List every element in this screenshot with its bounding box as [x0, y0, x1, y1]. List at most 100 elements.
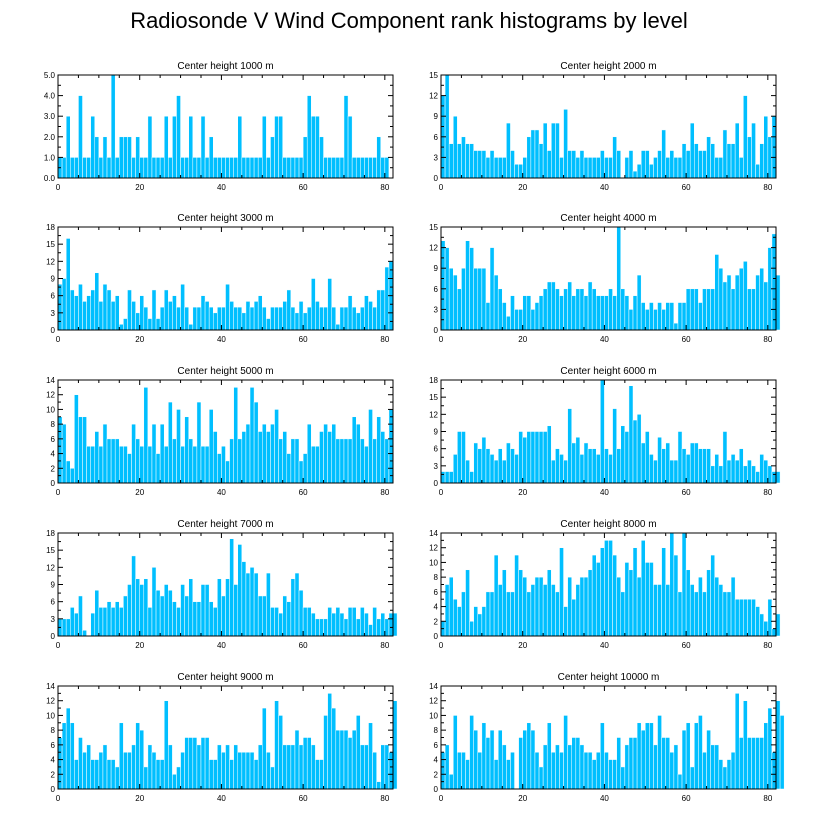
histogram-bar — [698, 448, 703, 484]
x-tick-label: 80 — [763, 335, 772, 344]
histogram-bar — [469, 143, 474, 179]
histogram-bar — [448, 267, 454, 331]
histogram-bar — [493, 274, 499, 331]
histogram-bar — [237, 115, 243, 179]
histogram-bar — [82, 630, 87, 637]
histogram-bar — [604, 295, 609, 331]
histogram-bar — [262, 115, 267, 179]
histogram-bar — [347, 737, 353, 790]
histogram-bar — [775, 700, 781, 790]
histogram-bar — [600, 547, 605, 637]
histogram-bar — [714, 254, 720, 331]
histogram-bar — [722, 281, 728, 331]
histogram-bar — [726, 143, 732, 179]
histogram-bar — [127, 751, 132, 790]
histogram-bar — [335, 157, 341, 179]
histogram-bar — [481, 267, 487, 331]
histogram-bar — [176, 766, 181, 790]
histogram-bar — [575, 737, 581, 790]
histogram-bar — [331, 423, 337, 484]
histogram-bar — [608, 157, 613, 179]
histogram-bar — [485, 591, 491, 637]
y-tick-label: 9 — [434, 428, 439, 437]
histogram-bar — [738, 267, 744, 331]
histogram-bar — [212, 312, 218, 331]
y-tick-label: 0.0 — [44, 174, 56, 183]
histogram-bar — [542, 122, 548, 179]
histogram-bar — [286, 601, 292, 637]
histogram-bar — [278, 306, 283, 331]
histogram-bar — [311, 445, 316, 484]
histogram-bar — [278, 438, 283, 484]
histogram-bar — [237, 306, 243, 331]
histogram-bar — [229, 157, 234, 179]
histogram-bar — [587, 157, 593, 179]
histogram-bar — [591, 288, 597, 331]
histogram-bar — [257, 295, 263, 331]
histogram-bar — [759, 267, 764, 331]
histogram-bar — [640, 540, 646, 637]
y-tick-label: 8 — [51, 726, 56, 735]
histogram-bar — [119, 136, 124, 179]
histogram-bar — [473, 267, 479, 331]
histogram-bar — [677, 591, 683, 637]
histogram-bar — [123, 595, 128, 637]
y-tick-label: 4 — [434, 756, 439, 765]
histogram-bar — [221, 445, 226, 484]
histogram-bar — [473, 729, 479, 790]
histogram-bar — [755, 737, 760, 790]
histogram-bar — [290, 578, 296, 637]
histogram-panel: Center height 9000 m 0 2 4 6 8 10 12 14 0 20 40 60 80 — [46, 672, 398, 803]
histogram-bar — [298, 301, 304, 331]
histogram-bar — [551, 584, 556, 637]
histogram-panel: Center height 5000 m 0 2 4 6 8 10 12 14 0 20 40 60 80 — [46, 366, 394, 497]
y-tick-label: 12 — [46, 563, 55, 572]
histogram-bar — [510, 150, 515, 179]
histogram-bar — [90, 612, 96, 637]
histogram-bar — [106, 601, 112, 637]
histogram-bar — [673, 157, 679, 179]
x-tick-label: 20 — [135, 794, 144, 803]
histogram-bar — [82, 416, 87, 484]
histogram-bar — [74, 394, 79, 484]
histogram-bar — [65, 115, 71, 179]
y-tick-label: 10 — [46, 405, 55, 414]
histogram-bar — [710, 554, 715, 637]
histogram-bar — [681, 143, 687, 179]
histogram-bar — [653, 309, 658, 331]
histogram-bar — [274, 607, 279, 637]
histogram-bar — [249, 751, 255, 790]
histogram-bar — [706, 448, 711, 484]
histogram-bar — [86, 295, 91, 331]
histogram-bar — [567, 281, 572, 331]
histogram-bar — [747, 737, 752, 790]
y-tick-label: 4.0 — [44, 92, 56, 101]
histogram-bar — [620, 591, 626, 637]
histogram-bar — [640, 150, 646, 179]
histogram-bar — [331, 612, 337, 637]
histogram-bar — [485, 448, 491, 484]
histogram-bar — [604, 157, 609, 179]
histogram-bar — [726, 591, 732, 637]
histogram-bar — [775, 471, 781, 484]
histogram-bar — [702, 448, 707, 484]
y-tick-label: 3 — [434, 153, 439, 162]
histogram-bar — [600, 150, 605, 179]
histogram-bar — [306, 607, 312, 637]
histogram-bar — [368, 624, 373, 637]
histogram-bar — [135, 438, 140, 484]
histogram-bar — [253, 572, 259, 637]
y-tick-label: 12 — [429, 544, 438, 553]
y-tick-label: 8 — [51, 420, 56, 429]
histogram-bar — [168, 589, 173, 637]
histogram-bar — [465, 143, 470, 179]
y-tick-label: 8 — [434, 726, 439, 735]
histogram-bar — [192, 601, 198, 637]
histogram-bar — [319, 759, 324, 790]
histogram-bar — [730, 576, 736, 637]
histogram-bar — [473, 442, 479, 484]
histogram-bar — [587, 569, 593, 637]
histogram-bar — [763, 115, 769, 179]
histogram-bar — [694, 288, 699, 331]
histogram-bar — [302, 136, 308, 179]
